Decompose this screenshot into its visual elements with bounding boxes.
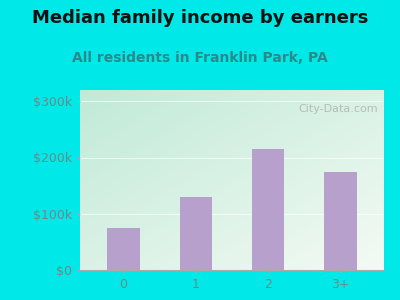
Bar — [107, 228, 140, 270]
Text: All residents in Franklin Park, PA: All residents in Franklin Park, PA — [72, 51, 328, 65]
Text: Median family income by earners: Median family income by earners — [32, 9, 368, 27]
Bar — [180, 197, 212, 270]
Bar — [324, 172, 357, 270]
Bar — [252, 149, 284, 270]
Text: City-Data.com: City-Data.com — [298, 104, 378, 114]
